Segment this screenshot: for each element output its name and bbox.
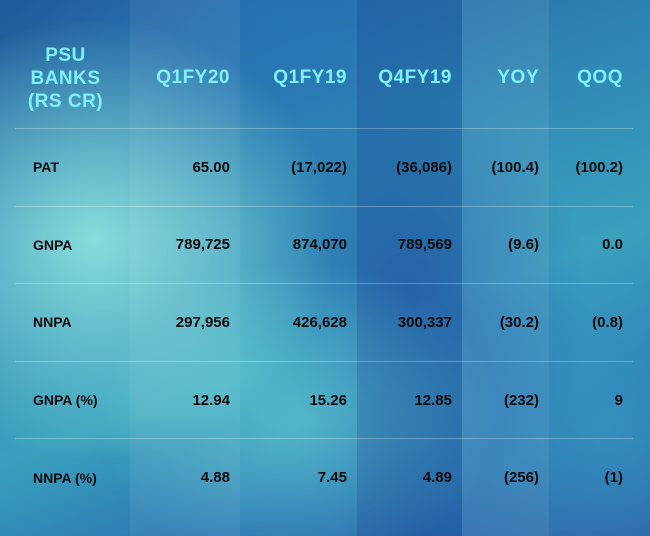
header-row: PSU BANKS (RS CR) Q1FY20 Q1FY19 Q4FY19 Y…: [15, 28, 633, 129]
table-row-gnpa-percent: GNPA (%) 12.94 15.26 12.85 (232) 9: [15, 361, 633, 439]
header-line-3: (RS CR): [27, 90, 104, 112]
table-row-nnpa: NNPA 297,956 426,628 300,337 (30.2) (0.8…: [15, 283, 633, 362]
table-row-nnpa-percent: NNPA (%) 4.88 7.45 4.89 (256) (1): [15, 438, 633, 517]
cell-q4fy19: 789,569: [397, 236, 452, 254]
header-q4fy19: Q4FY19: [378, 67, 452, 88]
table-header: PSU BANKS (RS CR) Q1FY20 Q1FY19 Q4FY19 Y…: [15, 28, 633, 129]
row-label: NNPA (%): [33, 469, 97, 486]
row-label: PAT: [33, 159, 59, 176]
cell-q1fy19: 426,628: [292, 313, 347, 331]
cell-qoq: 9: [614, 391, 623, 409]
header-psu-banks: PSU BANKS (RS CR): [15, 28, 130, 129]
column-highlight-yoy: [462, 0, 549, 536]
cell-yoy: (100.4): [491, 158, 539, 176]
cell-qoq: (1): [604, 469, 623, 487]
row-label: NNPA: [33, 314, 72, 331]
cell-q1fy20: 297,956: [175, 313, 230, 331]
table-body: PAT 65.00 (17,022) (36,086) (100.4) (100…: [15, 128, 633, 517]
cell-q1fy20: 789,725: [175, 236, 230, 254]
column-highlight-q4fy19: [357, 0, 462, 536]
header-qoq: QOQ: [577, 67, 623, 88]
header-line-2: BANKS: [30, 67, 101, 89]
cell-q4fy19: 300,337: [397, 313, 452, 331]
cell-q1fy20: 12.94: [192, 391, 230, 409]
cell-qoq: (100.2): [575, 158, 623, 176]
cell-yoy: (9.6): [508, 236, 539, 254]
row-label: GNPA (%): [33, 392, 98, 409]
column-highlight-q1fy20: [130, 0, 240, 536]
table-row-pat: PAT 65.00 (17,022) (36,086) (100.4) (100…: [15, 128, 633, 207]
cell-q4fy19: 12.85: [414, 391, 452, 409]
cell-q1fy19: 15.26: [309, 391, 347, 409]
header-q1fy20: Q1FY20: [156, 67, 230, 88]
row-label: GNPA: [33, 236, 73, 253]
header-q1fy19: Q1FY19: [273, 67, 347, 88]
cell-q4fy19: (36,086): [396, 158, 452, 176]
cell-yoy: (30.2): [499, 313, 539, 331]
cell-q1fy20: 65.00: [192, 158, 230, 176]
cell-q1fy19: (17,022): [291, 158, 347, 176]
cell-q1fy19: 7.45: [317, 469, 347, 487]
cell-qoq: (0.8): [592, 313, 623, 331]
cell-q1fy20: 4.88: [200, 469, 230, 487]
table-row-gnpa: GNPA 789,725 874,070 789,569 (9.6) 0.0: [15, 206, 633, 284]
header-line-1: PSU: [45, 44, 86, 66]
cell-yoy: (256): [503, 469, 539, 487]
cell-q4fy19: 4.89: [422, 469, 452, 487]
cell-yoy: (232): [503, 391, 539, 409]
psu-banks-table: PSU BANKS (RS CR) Q1FY20 Q1FY19 Q4FY19 Y…: [15, 28, 633, 516]
cell-qoq: 0.0: [602, 236, 623, 254]
header-yoy: YOY: [497, 67, 539, 88]
cell-q1fy19: 874,070: [292, 236, 347, 254]
